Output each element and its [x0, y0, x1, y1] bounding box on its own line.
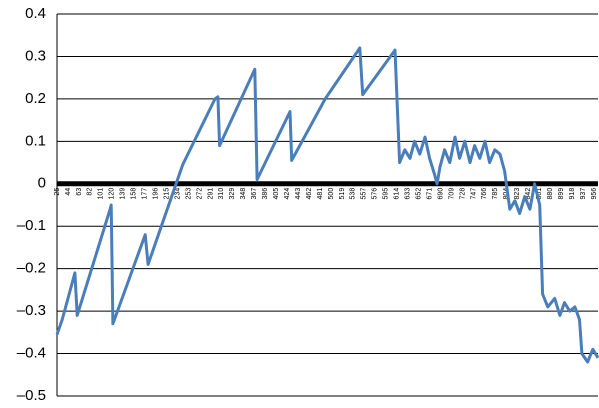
x-tick-label: 652	[415, 188, 422, 200]
x-tick-label: 500	[328, 188, 335, 200]
x-tick-label: 367	[251, 188, 258, 200]
x-tick-label: 443	[295, 188, 302, 200]
y-tick-label: –0.1	[17, 217, 46, 234]
y-tick-label: 0.3	[25, 47, 46, 64]
x-tick-label: 481	[317, 188, 324, 200]
x-tick-label: 956	[591, 188, 598, 200]
x-tick-label: 291	[207, 188, 214, 200]
y-tick-label: 0	[38, 175, 46, 192]
y-tick-label: –0.4	[17, 345, 46, 362]
x-tick-label: 538	[350, 188, 357, 200]
y-tick-label: –0.2	[17, 260, 46, 277]
x-tick-label: 310	[218, 188, 225, 200]
x-tick-label: 44	[65, 188, 72, 196]
x-tick-label: 709	[448, 188, 455, 200]
x-tick-label: 595	[383, 188, 390, 200]
x-tick-label: 633	[405, 188, 412, 200]
x-tick-label: 386	[262, 188, 269, 200]
x-tick-label: 671	[426, 188, 433, 200]
x-tick-label: 329	[229, 188, 236, 200]
x-tick-label: 424	[284, 188, 291, 200]
y-tick-label: 0.2	[25, 90, 46, 107]
x-tick-label: 766	[481, 188, 488, 200]
x-tick-label: 557	[361, 188, 368, 200]
x-tick-label: 747	[470, 188, 477, 200]
x-tick-label: 272	[196, 188, 203, 200]
x-tick-label: 880	[547, 188, 554, 200]
x-tick-label: 842	[525, 188, 532, 200]
x-tick-label: 120	[109, 188, 116, 200]
x-tick-label: 405	[273, 188, 280, 200]
x-tick-label: 823	[514, 188, 521, 200]
x-tick-label: 234	[174, 188, 181, 200]
x-tick-label: 215	[163, 188, 170, 200]
y-tick-label: –0.3	[17, 302, 46, 319]
x-tick-label: 690	[437, 188, 444, 200]
x-tick-label: 196	[152, 188, 159, 200]
x-tick-label: 253	[185, 188, 192, 200]
x-tick-label: 158	[131, 188, 138, 200]
x-tick-label: 177	[142, 188, 149, 200]
x-tick-label: 576	[372, 188, 379, 200]
x-tick-label: 348	[240, 188, 247, 200]
x-tick-label: 918	[569, 188, 576, 200]
x-tick-label: 861	[536, 188, 543, 200]
y-tick-label: 0.4	[25, 5, 46, 22]
x-tick-label: 899	[558, 188, 565, 200]
x-tick-label: 139	[120, 188, 127, 200]
x-tick-label: 614	[394, 188, 401, 200]
data-line	[55, 46, 599, 364]
x-tick-label: 462	[306, 188, 313, 200]
x-tick-label: 101	[98, 188, 105, 200]
y-tick-label: 0.1	[25, 132, 46, 149]
x-tick-label: 82	[87, 188, 94, 196]
x-tick-label: 937	[580, 188, 587, 200]
x-tick-label: 63	[76, 188, 83, 196]
y-tick-label: –0.5	[17, 387, 46, 403]
x-tick-label: 25	[54, 188, 61, 196]
x-tick-label: 785	[492, 188, 499, 200]
x-tick-label: 728	[459, 188, 466, 200]
x-tick-label: 519	[339, 188, 346, 200]
